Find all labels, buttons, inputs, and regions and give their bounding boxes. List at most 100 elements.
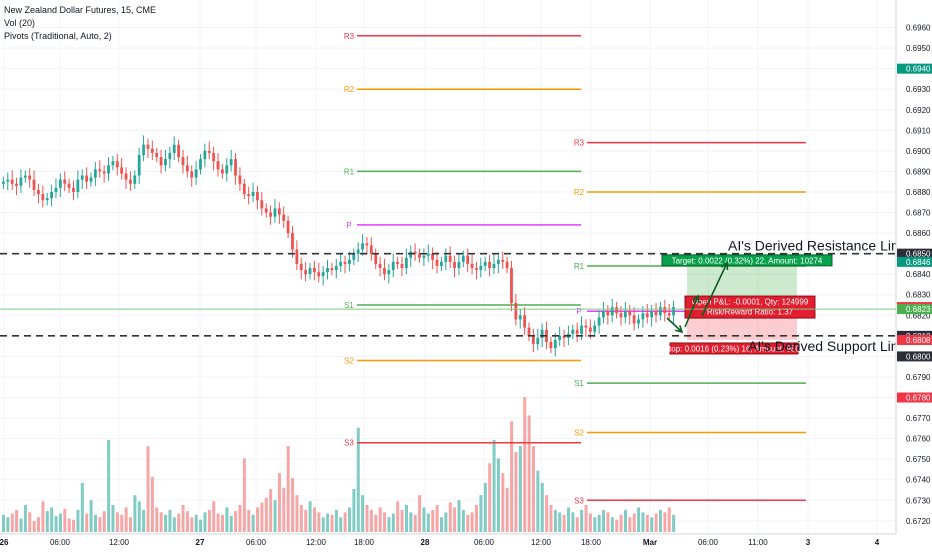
- volume-bar: [37, 517, 41, 532]
- candle-body: [571, 329, 575, 334]
- volume-bar: [111, 505, 115, 532]
- candle-body: [334, 265, 338, 271]
- price-tick: 0.6910: [906, 126, 931, 135]
- price-label: 0.6780: [906, 394, 931, 403]
- candle-body: [492, 263, 496, 269]
- candle-body: [400, 263, 404, 269]
- volume-bar: [2, 514, 5, 532]
- volume-bar: [523, 397, 527, 532]
- candle-body: [28, 175, 32, 180]
- price-label: 0.6846: [906, 258, 931, 267]
- candle-body: [15, 183, 18, 186]
- candle-body: [584, 325, 588, 328]
- volume-bar: [98, 517, 102, 532]
- candle-body: [558, 335, 562, 340]
- pivots-indicator-label[interactable]: Pivots (Traditional, Auto, 2): [4, 31, 112, 41]
- volume-bar: [334, 509, 338, 532]
- horizontal-lines[interactable]: [0, 252, 896, 337]
- volume-bar: [637, 507, 641, 532]
- symbol-title[interactable]: New Zealand Dollar Futures, 15, CME: [4, 5, 157, 15]
- volume-bar: [107, 439, 111, 532]
- candle-body: [330, 268, 334, 271]
- candle-body: [413, 251, 417, 254]
- pivot-label: R2: [344, 85, 355, 94]
- candle-body: [256, 191, 259, 201]
- forecast-arrow-down-head: [675, 325, 684, 334]
- candle-body: [137, 154, 141, 176]
- volume-bar: [663, 512, 667, 532]
- candle-body: [475, 268, 478, 271]
- volume-bar: [365, 505, 369, 532]
- candle-body: [383, 268, 386, 275]
- volume-bar: [527, 415, 531, 532]
- volume-bar: [199, 519, 203, 532]
- price-label-box: [897, 304, 932, 315]
- volume-bar: [514, 452, 518, 532]
- pivot-label: S1: [574, 379, 584, 388]
- volume-bar: [413, 514, 417, 532]
- volume-bar: [10, 513, 14, 532]
- candle-body: [549, 342, 553, 349]
- candle-body: [286, 220, 290, 234]
- price-tick: 0.6770: [906, 414, 931, 423]
- volume-bar: [641, 512, 645, 532]
- volume-bar: [304, 509, 308, 532]
- candle-body: [172, 144, 176, 153]
- candle-body: [444, 255, 448, 262]
- candle-body: [536, 337, 540, 345]
- time-axis[interactable]: 26 06:00 12:00 27 06:00 12:00 18:00 28 06:00 12:0…: [0, 533, 896, 550]
- volume-bar: [256, 507, 260, 532]
- pivot-label: S2: [574, 428, 584, 437]
- candle-body: [111, 161, 115, 166]
- price-tick: 0.6820: [906, 311, 931, 320]
- candle-body: [606, 311, 610, 316]
- candle-body: [299, 263, 303, 271]
- candle-body: [146, 144, 150, 149]
- candle-body: [602, 311, 605, 318]
- volume-bar: [435, 505, 439, 532]
- forecast-arrow-up-2: [701, 262, 728, 317]
- volume-bar: [146, 446, 150, 532]
- volume-bar: [185, 511, 189, 532]
- candle-body: [339, 261, 343, 266]
- candle-body: [593, 325, 597, 332]
- volume-indicator-label[interactable]: Vol (20): [4, 18, 36, 28]
- volume-bar: [540, 482, 544, 532]
- volume-bar: [387, 517, 391, 532]
- position-tool[interactable]: Target: 0.0022 (0.32%) 22, Amount: 10274…: [661, 254, 833, 355]
- candle-body: [659, 307, 662, 316]
- candle-body: [273, 208, 277, 217]
- candle-body: [251, 191, 255, 197]
- candle-body: [496, 259, 500, 264]
- volume-bar: [650, 517, 654, 532]
- pivot-label: S3: [344, 439, 354, 448]
- volume-bar: [483, 482, 487, 532]
- candle-body: [365, 243, 369, 246]
- candle-body: [588, 327, 592, 332]
- volume-bar: [593, 517, 597, 532]
- candle-body: [396, 261, 399, 264]
- volume-bar: [41, 501, 45, 532]
- candle-body: [80, 175, 84, 180]
- time-tick: 4: [875, 538, 880, 547]
- volume-bar: [72, 519, 76, 532]
- volume-bar: [505, 487, 509, 532]
- candle-body: [107, 165, 110, 174]
- volume-bar: [225, 507, 229, 532]
- volume-bar: [549, 505, 553, 532]
- candle-body: [142, 144, 145, 155]
- volume-bar: [23, 505, 27, 532]
- volume-bar: [277, 473, 281, 532]
- volume-bar: [536, 470, 540, 532]
- volume-bar: [632, 513, 636, 532]
- volume-bar: [172, 517, 176, 532]
- price-axis[interactable]: 0.6960 0.6950 0.6940 0.6930 0.6920 0.6910 0.69…: [895, 0, 932, 550]
- volume-bar: [510, 421, 514, 532]
- time-tick: 06:00: [50, 538, 71, 547]
- price-axis-bg: [896, 0, 932, 550]
- volume-bar: [479, 495, 483, 532]
- candle-body: [378, 263, 382, 269]
- candle-body: [312, 268, 316, 273]
